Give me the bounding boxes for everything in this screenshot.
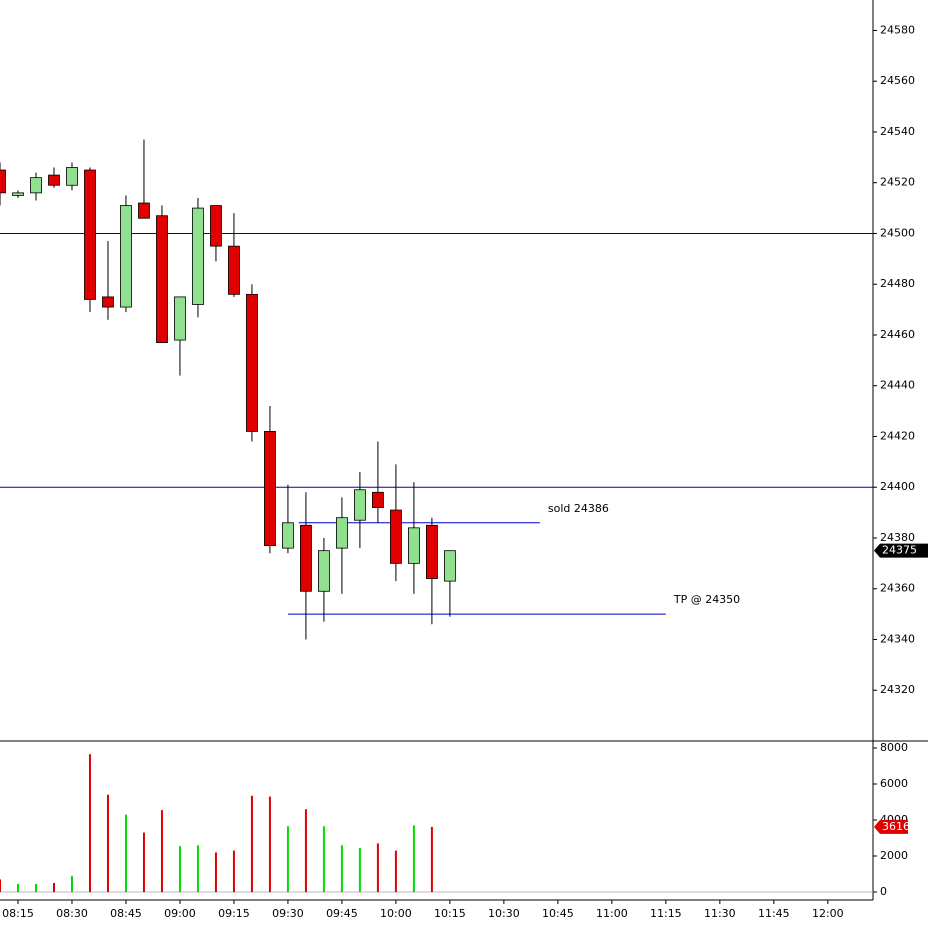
candle-body [300, 524, 312, 592]
y-tick-label: 24320 [880, 683, 915, 696]
volume-tick-label: 0 [880, 885, 887, 898]
y-tick-label: 24580 [880, 23, 915, 36]
volume-tick-label: 6000 [880, 777, 908, 790]
level-label: sold 24386 [548, 502, 609, 515]
x-tick-label: 09:30 [272, 907, 304, 920]
candle-body [390, 509, 402, 564]
x-tick-label: 09:00 [164, 907, 196, 920]
y-tick-label: 24420 [880, 429, 915, 442]
y-tick-label: 24540 [880, 125, 915, 138]
candle-body [156, 215, 168, 343]
y-tick-label: 24560 [880, 74, 915, 87]
candle-body [66, 167, 78, 186]
y-tick-label: 24400 [880, 480, 915, 493]
candle-body [443, 550, 456, 582]
x-tick-label: 09:15 [218, 907, 250, 920]
candle-body [120, 205, 132, 308]
volume-tick-label: 2000 [880, 849, 908, 862]
candle-body [282, 522, 294, 549]
candle-body [12, 192, 24, 196]
volume-tag-label: 3616 [882, 820, 910, 833]
y-tick-label: 24440 [880, 379, 915, 392]
candle-body [336, 517, 348, 549]
y-tick-label: 24480 [880, 277, 915, 290]
y-tick-label: 24340 [880, 632, 915, 645]
level-label: TP @ 24350 [673, 593, 740, 606]
candle-body [354, 489, 366, 521]
candle-body [102, 296, 114, 308]
candle-body [426, 524, 438, 579]
x-tick-label: 10:45 [542, 907, 574, 920]
y-tick-label: 24360 [880, 582, 915, 595]
x-tick-label: 12:00 [812, 907, 844, 920]
candle-body [246, 293, 258, 432]
candle-body [48, 174, 60, 186]
x-tick-label: 10:00 [380, 907, 412, 920]
x-tick-label: 09:45 [326, 907, 358, 920]
candle-body [264, 431, 276, 546]
y-tick-label: 24460 [880, 328, 915, 341]
x-tick-label: 10:30 [488, 907, 520, 920]
candle-body [210, 205, 222, 247]
y-tick-label: 24520 [880, 176, 915, 189]
volume-tag [874, 819, 908, 834]
candle-body [138, 202, 150, 219]
x-tick-label: 08:45 [110, 907, 142, 920]
candle-body [372, 491, 384, 508]
x-tick-label: 08:30 [56, 907, 88, 920]
candle-body [30, 177, 42, 194]
volume-tick-label: 8000 [880, 741, 908, 754]
candle-body [228, 245, 240, 295]
x-tick-label: 08:15 [2, 907, 34, 920]
x-tick-label: 11:45 [758, 907, 790, 920]
price-tag [874, 543, 928, 558]
y-tick-label: 24380 [880, 531, 915, 544]
x-tick-label: 10:15 [434, 907, 466, 920]
y-tick-label: 24500 [880, 226, 915, 239]
candle-body [408, 527, 420, 564]
candle-body [192, 207, 204, 305]
price-tag-label: 24375 [882, 544, 917, 557]
x-tick-label: 11:15 [650, 907, 682, 920]
candle-body [318, 550, 330, 592]
x-tick-label: 11:00 [596, 907, 628, 920]
candle-body [84, 169, 96, 300]
candle-body [0, 169, 6, 194]
candle-body [174, 296, 186, 341]
x-tick-label: 11:30 [704, 907, 736, 920]
